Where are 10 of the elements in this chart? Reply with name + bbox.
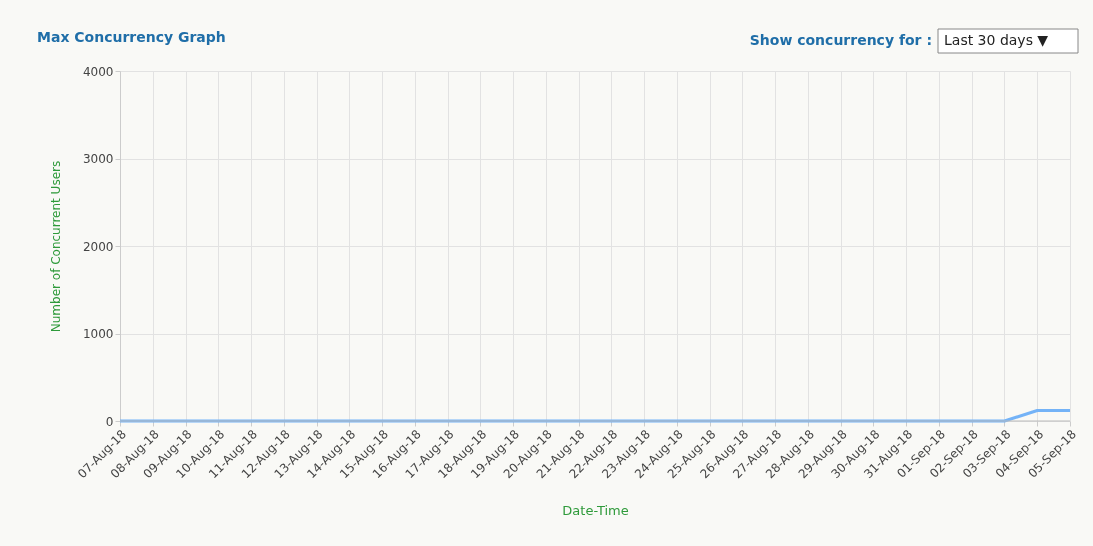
y-tick-label: 1000: [82, 327, 114, 341]
x-axis-title: Date-Time: [562, 503, 629, 519]
y-axis-title: Number of Concurrent Users: [48, 160, 63, 333]
chart-title: Max Concurrency Graph: [37, 29, 226, 45]
y-tick-label: 0: [105, 414, 114, 429]
y-tick-label: 3000: [82, 152, 114, 166]
y-tick-label: 4000: [82, 64, 114, 79]
text: Last 30 days ▼: [944, 32, 1049, 48]
y-tick-label: 2000: [82, 239, 114, 254]
text: Show concurrency for :: [749, 32, 932, 48]
